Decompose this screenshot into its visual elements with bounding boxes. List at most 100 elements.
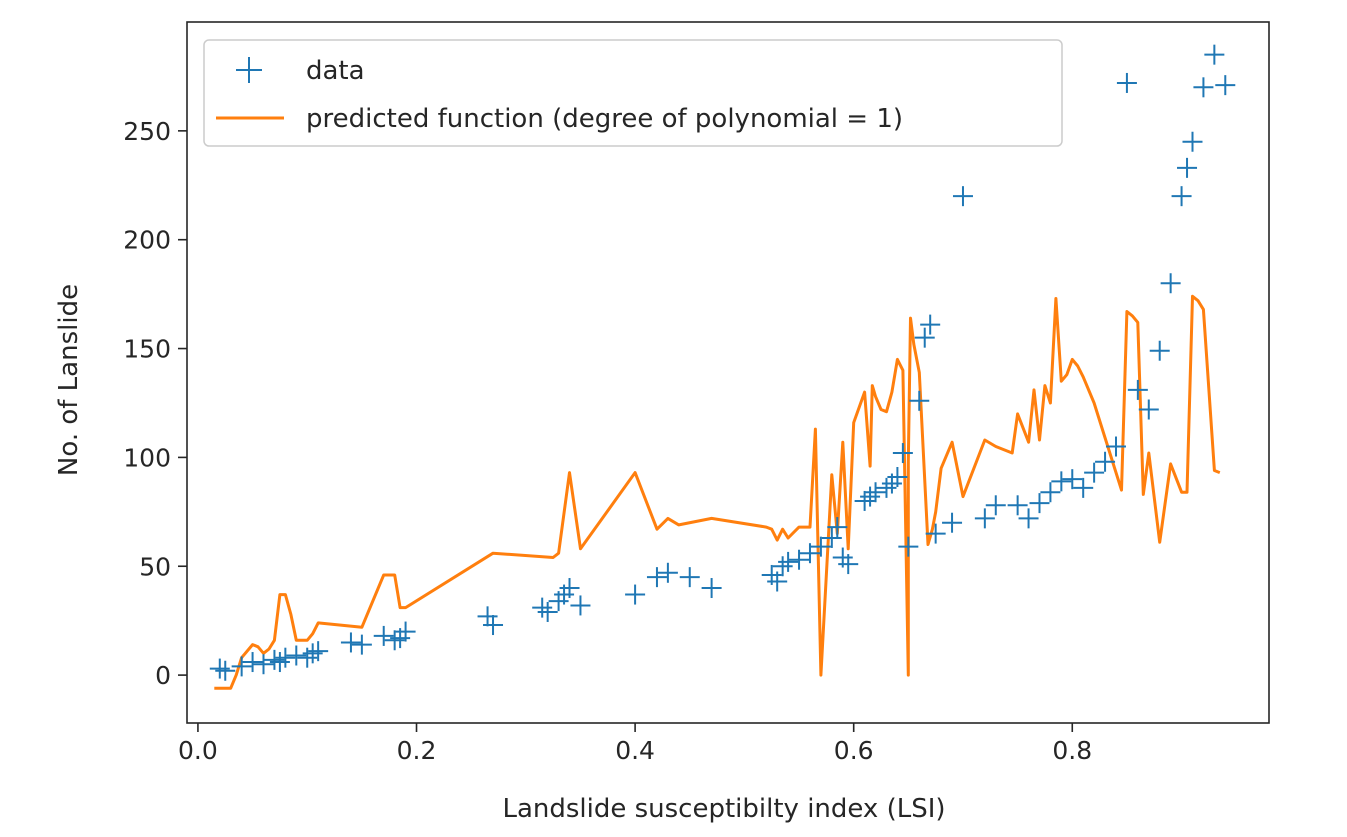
- plot-frame: [186, 21, 1270, 724]
- x-tick-label: 0.8: [1052, 736, 1092, 765]
- data-point: [570, 595, 591, 616]
- legend-label-predicted: predicted function (degree of polynomial…: [306, 104, 903, 134]
- data-point: [920, 314, 941, 335]
- predicted-line: [214, 294, 1221, 690]
- data-point: [646, 567, 667, 588]
- data-point: [1007, 495, 1028, 516]
- data-point: [477, 606, 498, 627]
- data-point: [1160, 273, 1181, 294]
- data-point: [537, 601, 558, 622]
- x-axis-label: Landslide susceptibilty index (LSI): [502, 794, 945, 824]
- x-tick-label: 0.6: [834, 736, 874, 765]
- y-axis-label: No. of Lanslide: [54, 284, 84, 476]
- data-point: [302, 643, 323, 664]
- x-tick-label: 0.4: [615, 736, 655, 765]
- data-point: [1193, 77, 1214, 98]
- data-point: [286, 645, 307, 666]
- data-point: [483, 615, 504, 636]
- data-point: [892, 443, 913, 464]
- data-point: [657, 562, 678, 583]
- data-point: [854, 490, 875, 511]
- data-point: [625, 584, 646, 605]
- data-point: [1073, 477, 1094, 498]
- data-point: [395, 621, 416, 642]
- data-point: [1116, 72, 1137, 93]
- data-point: [789, 549, 810, 570]
- data-point: [215, 660, 236, 681]
- data-points-series: [209, 44, 1236, 681]
- data-point: [701, 578, 722, 599]
- data-point: [942, 512, 963, 533]
- data-point: [275, 647, 296, 668]
- data-point: [1177, 157, 1198, 178]
- legend-label-data: data: [306, 56, 365, 86]
- data-point: [838, 554, 859, 575]
- data-point: [865, 482, 886, 503]
- data-point: [821, 527, 842, 548]
- data-point: [1127, 379, 1148, 400]
- y-tick-label: 200: [123, 226, 171, 255]
- data-point: [914, 327, 935, 348]
- data-point: [264, 649, 285, 670]
- data-point: [985, 495, 1006, 516]
- data-point: [767, 571, 788, 592]
- data-point: [1029, 493, 1050, 514]
- data-point: [532, 597, 553, 618]
- y-tick-label: 0: [155, 661, 171, 690]
- legend: data predicted function (degree of polyn…: [203, 39, 1063, 147]
- predicted-line-series: [214, 294, 1221, 690]
- x-tick-label: 0.2: [397, 736, 437, 765]
- data-point: [1149, 340, 1170, 361]
- data-point: [384, 630, 405, 651]
- data-point: [209, 658, 230, 679]
- data-point: [351, 634, 372, 655]
- data-point: [1204, 44, 1225, 65]
- data-point: [860, 486, 881, 507]
- plot-area: [209, 44, 1236, 690]
- legend-box: [203, 39, 1063, 147]
- y-tick-label: 150: [123, 335, 171, 364]
- data-point: [810, 536, 831, 557]
- data-point: [1018, 508, 1039, 529]
- data-point: [1062, 469, 1083, 490]
- data-point: [1138, 399, 1159, 420]
- data-point: [242, 652, 263, 673]
- data-point: [1040, 482, 1061, 503]
- data-point: [827, 517, 848, 538]
- x-axis-ticks: 0.0 0.2 0.4 0.6 0.8: [178, 723, 1092, 765]
- data-point: [887, 466, 908, 487]
- y-tick-label: 50: [139, 552, 171, 581]
- legend-marker-data: [236, 57, 262, 83]
- data-point: [269, 652, 290, 673]
- data-point: [876, 477, 897, 498]
- data-point: [1171, 186, 1192, 207]
- data-point: [909, 390, 930, 411]
- data-point: [1215, 75, 1236, 96]
- data-point: [1051, 471, 1072, 492]
- data-point: [1105, 436, 1126, 457]
- data-point: [974, 508, 995, 529]
- data-point: [373, 625, 394, 646]
- x-tick-label: 0.0: [178, 736, 218, 765]
- data-point: [340, 632, 361, 653]
- y-tick-label: 250: [123, 117, 171, 146]
- y-tick-label: 100: [123, 443, 171, 472]
- data-point: [898, 536, 919, 557]
- data-point: [253, 654, 274, 675]
- data-point: [1182, 131, 1203, 152]
- data-point: [772, 556, 793, 577]
- data-point: [308, 641, 329, 662]
- y-axis-ticks: 0 50 100 150 200 250: [123, 117, 187, 690]
- data-point: [231, 656, 252, 677]
- data-point: [559, 578, 580, 599]
- data-point: [679, 567, 700, 588]
- data-point: [1084, 462, 1105, 483]
- data-point: [1095, 451, 1116, 472]
- data-point: [952, 186, 973, 207]
- data-point: [778, 551, 799, 572]
- data-point: [297, 647, 318, 668]
- data-point: [925, 523, 946, 544]
- data-point: [799, 543, 820, 564]
